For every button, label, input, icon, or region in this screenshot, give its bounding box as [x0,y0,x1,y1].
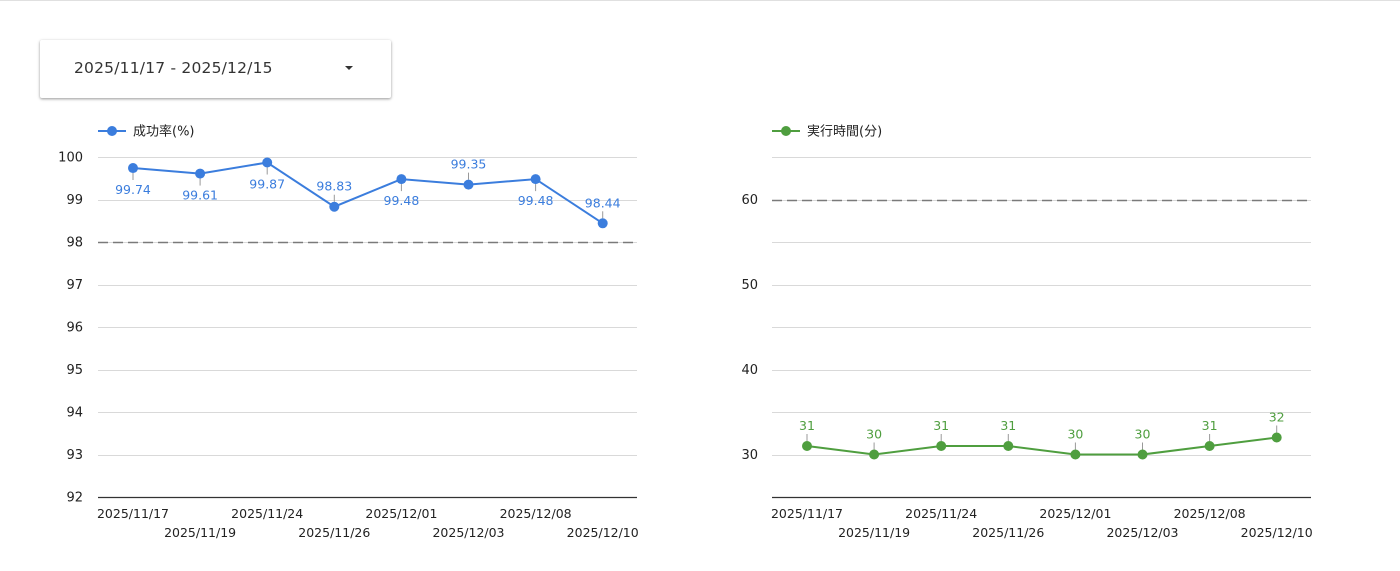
data-label: 31 [799,418,815,433]
x-tick-label: 2025/11/24 [905,506,977,521]
data-point[interactable] [869,449,880,460]
x-tick-label: 2025/11/19 [164,525,236,540]
y-tick-label: 93 [66,448,83,463]
y-tick-label: 94 [66,406,83,421]
data-point[interactable] [1137,449,1148,460]
x-tick-label: 2025/11/24 [231,506,303,521]
data-point[interactable] [396,174,407,185]
legend-marker-icon [781,126,791,136]
chart-1: 92 93 94 95 96 97 98 99 100 2025/11/17 2025/11/19 2… [58,124,639,541]
data-point[interactable] [1204,441,1215,451]
data-label: 99.74 [115,182,151,197]
y-tick-label: 98 [66,236,83,251]
data-label: 99.61 [182,188,218,203]
legend[interactable]: 成功率(%) [98,124,195,140]
data-label: 99.87 [249,177,285,192]
y-tick-label: 99 [66,193,83,208]
data-point[interactable] [1003,441,1014,451]
x-tick-label: 2025/12/10 [567,525,639,540]
data-point[interactable] [329,201,340,212]
data-point[interactable] [1271,432,1282,443]
y-tick-label: 96 [66,321,83,336]
data-point[interactable] [597,218,608,229]
top-divider [0,0,1400,1]
x-tick-label: 2025/11/17 [97,506,169,521]
data-point[interactable] [802,441,812,451]
data-label: 98.44 [585,195,621,210]
data-label: 31 [933,418,949,433]
data-point[interactable] [195,168,206,179]
legend-label: 実行時間(分) [807,124,882,140]
chart-2: 30 40 50 60 2025/11/17 2025/11/19 2025/11/24 20… [741,124,1312,541]
data-point[interactable] [530,174,541,185]
date-range-picker[interactable]: 2025/11/17 - 2025/12/15 [40,40,391,98]
data-label: 30 [1067,427,1083,442]
y-tick-label: 92 [66,491,83,506]
legend[interactable]: 実行時間(分) [772,124,882,140]
data-label: 31 [1000,418,1016,433]
data-point[interactable] [936,441,947,451]
data-label: 32 [1269,410,1285,425]
y-tick-label: 100 [58,151,83,166]
y-tick-label: 50 [741,278,758,293]
x-tick-label: 2025/11/17 [771,506,843,521]
data-point[interactable] [1070,449,1081,460]
legend-marker-icon [107,126,117,136]
caret-down-icon[interactable] [345,66,353,70]
data-label: 98.83 [316,179,352,194]
data-label: 99.48 [384,193,420,208]
x-tick-label: 2025/11/26 [972,525,1044,540]
y-tick-label: 97 [66,278,83,293]
data-label: 99.35 [451,157,487,172]
x-tick-label: 2025/12/08 [500,506,572,521]
date-range-label: 2025/11/17 - 2025/12/15 [74,59,273,77]
x-tick-label: 2025/11/26 [298,525,370,540]
y-tick-label: 40 [741,363,758,378]
x-tick-label: 2025/12/10 [1241,525,1313,540]
x-tick-label: 2025/11/19 [838,525,910,540]
series-line [132,161,604,225]
x-tick-label: 2025/12/01 [1039,506,1111,521]
x-tick-label: 2025/12/01 [365,506,437,521]
data-point[interactable] [463,179,474,190]
data-point[interactable] [128,163,138,174]
y-tick-label: 60 [741,193,758,208]
x-tick-label: 2025/12/03 [1106,525,1178,540]
data-label: 99.48 [518,193,554,208]
legend-label: 成功率(%) [133,124,195,140]
data-label: 30 [866,427,882,442]
data-point[interactable] [262,157,273,168]
x-tick-label: 2025/12/03 [432,525,504,540]
data-label: 31 [1202,418,1218,433]
x-tick-label: 2025/12/08 [1174,506,1246,521]
data-label: 30 [1135,427,1151,442]
y-tick-label: 30 [741,448,758,463]
series-line [806,436,1277,456]
y-tick-label: 95 [66,363,83,378]
